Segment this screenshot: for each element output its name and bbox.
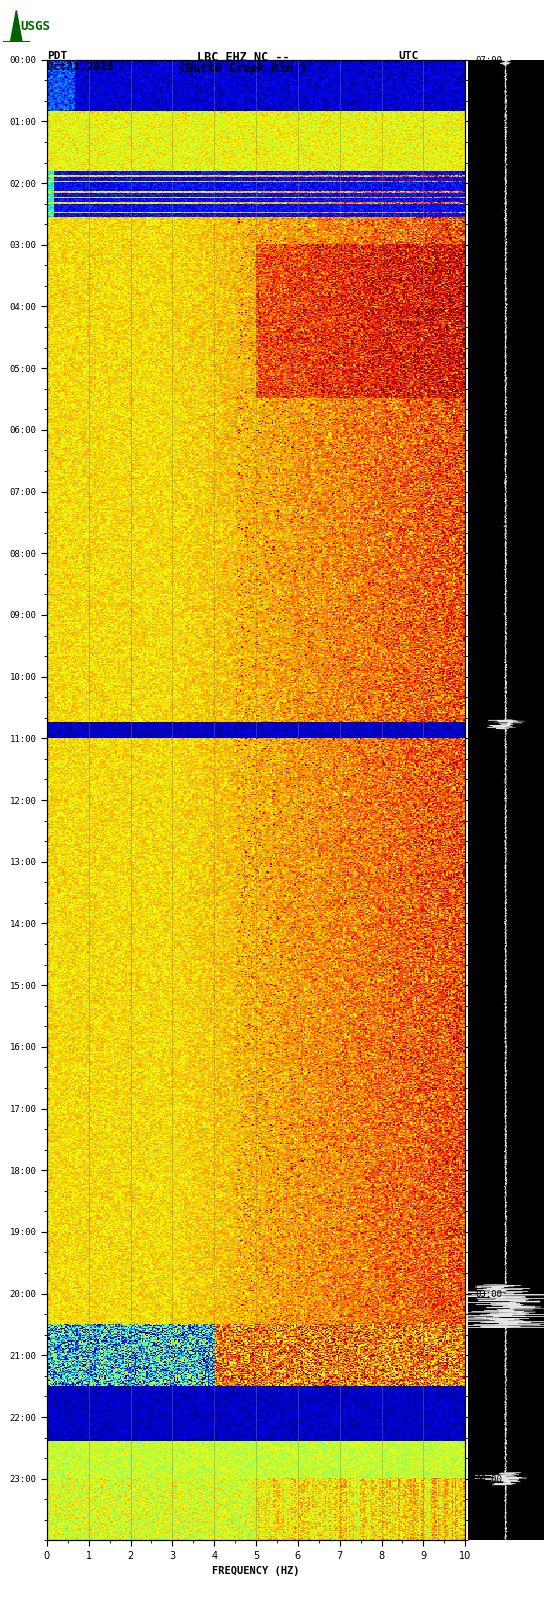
Polygon shape bbox=[3, 11, 30, 42]
Text: UTC: UTC bbox=[399, 50, 419, 61]
Text: LBC EHZ NC --: LBC EHZ NC -- bbox=[197, 50, 289, 65]
X-axis label: FREQUENCY (HZ): FREQUENCY (HZ) bbox=[213, 1566, 300, 1576]
Text: USGS: USGS bbox=[20, 19, 50, 32]
Text: (Butte Creek Rim ): (Butte Creek Rim ) bbox=[179, 63, 307, 76]
Text: Oct21,2018: Oct21,2018 bbox=[47, 63, 114, 73]
Text: PDT: PDT bbox=[47, 50, 67, 61]
